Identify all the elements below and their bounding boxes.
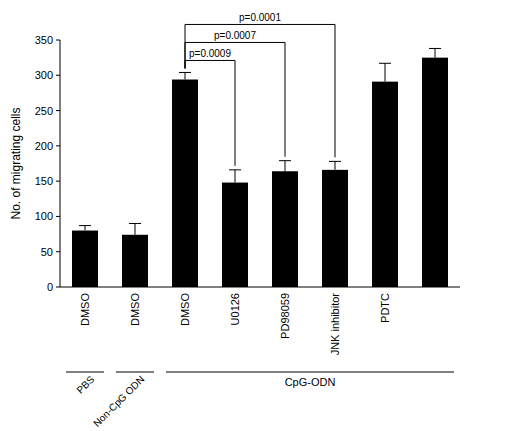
y-tick <box>56 110 60 111</box>
y-tick-label: 300 <box>35 69 53 81</box>
error-cap <box>79 225 91 226</box>
bar <box>272 171 298 287</box>
error-cap <box>329 161 341 162</box>
error-bar <box>285 161 286 172</box>
x-tick-label: PD98059 <box>279 293 291 339</box>
y-tick-label: 200 <box>35 140 53 152</box>
y-tick <box>56 287 60 288</box>
bar <box>222 183 248 287</box>
y-axis <box>60 40 61 287</box>
y-tick <box>56 75 60 76</box>
x-tick-label: DMSO <box>179 293 191 326</box>
x-tick-label: DMSO <box>79 293 91 326</box>
y-tick <box>56 40 60 41</box>
x-tick-label: JNK inhibitor <box>329 293 341 356</box>
error-bar <box>335 161 336 169</box>
error-bar <box>435 48 436 57</box>
error-cap <box>279 160 291 161</box>
y-tick-label: 0 <box>47 281 53 293</box>
error-cap <box>229 169 241 170</box>
y-tick-label: 250 <box>35 105 53 117</box>
error-bar <box>185 72 186 79</box>
error-bar <box>385 63 386 81</box>
group-line <box>116 372 154 373</box>
bar <box>322 170 348 287</box>
group-label: CpG-ODN <box>285 376 336 388</box>
error-bar <box>85 226 86 231</box>
error-bar <box>135 223 136 234</box>
y-tick-label: 150 <box>35 175 53 187</box>
bracket <box>185 60 235 165</box>
group-label: PBS <box>74 373 96 395</box>
bar <box>122 235 148 287</box>
error-bar <box>235 170 236 183</box>
bar <box>72 231 98 287</box>
y-tick-label: 350 <box>35 34 53 46</box>
bar <box>422 58 448 287</box>
group-line <box>66 372 104 373</box>
y-tick <box>56 216 60 217</box>
annotation: p=0.0001 <box>239 12 281 23</box>
y-tick <box>56 251 60 252</box>
error-cap <box>129 223 141 224</box>
bracket <box>185 42 285 156</box>
x-tick-label: DMSO <box>129 293 141 326</box>
y-tick-label: 50 <box>41 246 53 258</box>
annotation: p=0.0007 <box>214 30 256 41</box>
bar <box>172 80 198 287</box>
x-tick-label: U0126 <box>229 293 241 325</box>
error-cap <box>429 48 441 49</box>
bars <box>72 48 448 287</box>
x-axis <box>60 287 460 288</box>
bar <box>372 82 398 287</box>
y-tick <box>56 181 60 182</box>
group-label: Non-CpG ODN <box>91 374 146 429</box>
y-tick-label: 100 <box>35 210 53 222</box>
error-cap <box>179 72 191 73</box>
x-tick-label: PDTC <box>379 293 391 323</box>
chart: 0 50 100 150 200 250 300 350 No. of migrating ce… <box>0 0 506 431</box>
annotation: p=0.0009 <box>189 48 231 59</box>
y-tick <box>56 145 60 146</box>
group-line <box>166 372 454 373</box>
bracket <box>185 24 335 157</box>
error-cap <box>379 63 391 64</box>
y-axis-label: No. of migrating cells <box>9 107 23 219</box>
